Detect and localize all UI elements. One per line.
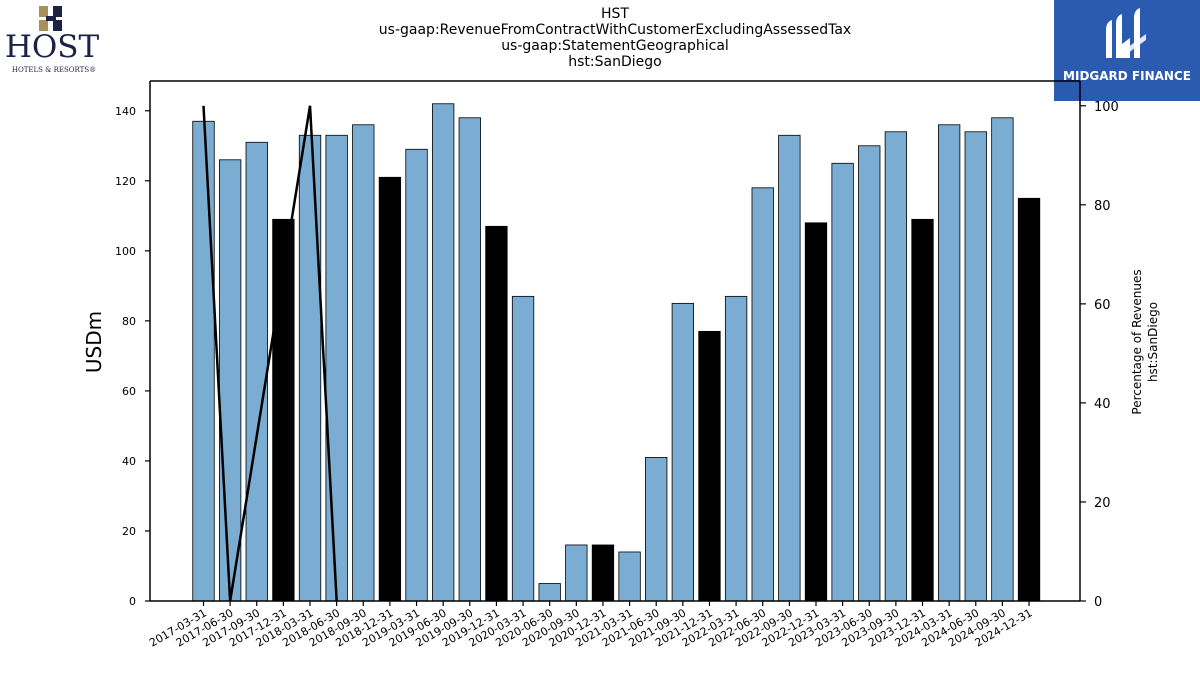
revenue-percentage-line bbox=[202, 105, 338, 602]
host-logo-name: HOST bbox=[4, 29, 100, 65]
bars-group bbox=[192, 103, 1041, 602]
bar-2018-03-31 bbox=[298, 134, 322, 602]
bar-2024-09-30 bbox=[991, 117, 1014, 602]
host-logo-tagline: HOTELS & RESORTS® bbox=[11, 66, 97, 74]
y-tick-label-left-120: 120 bbox=[115, 175, 136, 188]
bar-2024-06-30 bbox=[964, 131, 987, 602]
title-member: hst:SanDiego bbox=[568, 54, 662, 70]
bar-2020-03-31 bbox=[511, 295, 535, 602]
midgard-logo: MIDGARD FINANCE bbox=[1054, 0, 1200, 101]
midgard-logo-name: MIDGARD FINANCE bbox=[1063, 69, 1191, 83]
y-tick-label-right-20: 20 bbox=[1094, 496, 1111, 511]
host-emblem-icon bbox=[39, 6, 62, 31]
bar-2019-03-31 bbox=[405, 148, 428, 602]
y-axis-label-right-line1: Percentage of Revenues bbox=[1130, 269, 1144, 414]
bar-2021-09-30 bbox=[671, 302, 694, 602]
bar-2018-12-31 bbox=[378, 176, 402, 602]
midgard-emblem-icon bbox=[1106, 8, 1146, 58]
bar-2024-03-31 bbox=[937, 124, 961, 602]
y-tick-label-right-60: 60 bbox=[1094, 298, 1111, 313]
y-axis-label-left: USDm bbox=[82, 311, 106, 373]
chart-title: HST us-gaap:RevenueFromContractWithCusto… bbox=[315, 6, 915, 70]
bar-2017-06-30 bbox=[218, 159, 242, 602]
bar-2019-12-31 bbox=[485, 225, 508, 602]
bar-2021-12-31 bbox=[698, 330, 721, 602]
bar-2023-03-31 bbox=[831, 162, 854, 602]
bar-2017-03-31 bbox=[192, 120, 215, 602]
bar-2019-06-30 bbox=[432, 103, 455, 602]
title-statement: us-gaap:StatementGeographical bbox=[501, 38, 729, 54]
bar-2017-09-30 bbox=[245, 141, 268, 602]
line-layer bbox=[202, 105, 338, 602]
y-tick-label-left-100: 100 bbox=[115, 245, 136, 258]
bar-2018-09-30 bbox=[352, 124, 375, 602]
host-logo: HOST HOTELS & RESORTS® bbox=[2, 2, 104, 76]
y-tick-label-left-140: 140 bbox=[115, 105, 136, 118]
bar-2020-12-31 bbox=[591, 544, 615, 602]
bar-2019-09-30 bbox=[458, 117, 481, 602]
bar-2020-09-30 bbox=[565, 544, 588, 602]
bar-2022-03-31 bbox=[724, 295, 748, 602]
y-tick-label-right-40: 40 bbox=[1094, 397, 1111, 412]
y-tick-label-left-80: 80 bbox=[122, 315, 136, 328]
bar-2021-06-30 bbox=[645, 457, 668, 602]
bar-2023-12-31 bbox=[911, 218, 934, 602]
bar-2022-12-31 bbox=[804, 222, 828, 602]
bar-2018-06-30 bbox=[325, 134, 348, 602]
y-tick-label-left-40: 40 bbox=[122, 455, 136, 468]
bar-2024-12-31 bbox=[1017, 197, 1041, 602]
bar-2023-09-30 bbox=[884, 131, 908, 602]
title-ticker: HST bbox=[601, 6, 629, 22]
title-metric: us-gaap:RevenueFromContractWithCustomerE… bbox=[378, 22, 852, 38]
y-tick-label-right-80: 80 bbox=[1094, 199, 1111, 214]
bar-2022-09-30 bbox=[778, 134, 801, 602]
y-tick-label-left-60: 60 bbox=[122, 385, 136, 398]
bar-2022-06-30 bbox=[751, 187, 774, 602]
y-tick-label-left-20: 20 bbox=[122, 525, 136, 538]
bar-2021-03-31 bbox=[618, 551, 641, 602]
y-tick-label-left-0: 0 bbox=[129, 595, 136, 608]
y-tick-label-right-100: 100 bbox=[1094, 100, 1119, 115]
bar-2020-06-30 bbox=[538, 583, 561, 602]
y-tick-label-right-0: 0 bbox=[1094, 595, 1102, 610]
bar-2023-06-30 bbox=[858, 145, 881, 602]
y-axis-label-right-line2: hst:SanDiego bbox=[1146, 302, 1160, 382]
